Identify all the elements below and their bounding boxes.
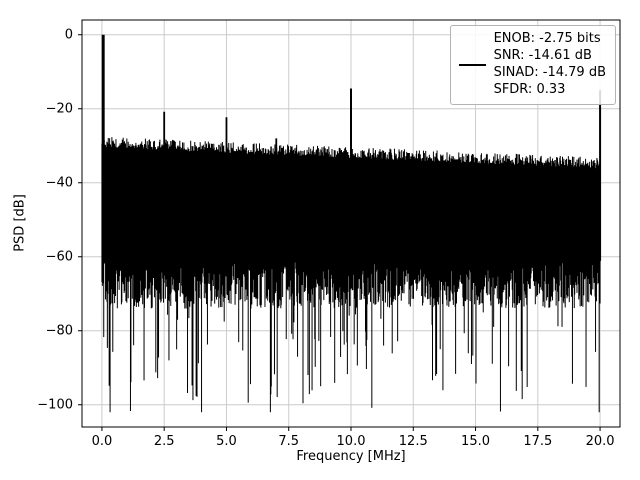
y-tick-label: −40 [45,175,73,191]
y-tick-label: −20 [45,101,73,117]
x-tick-label: 20.0 [585,434,615,449]
x-tick-label: 7.5 [278,434,300,449]
legend-line-swatch [458,63,486,66]
y-axis-label: PSD [dB] [12,194,28,252]
legend: ENOB: -2.75 bits SNR: -14.61 dB SINAD: -14… [449,25,616,105]
y-tick-label: −60 [45,249,73,265]
legend-entry: ENOB: -2.75 bits [493,31,601,46]
legend-entry: SINAD: -14.79 dB [493,64,606,80]
x-tick-label: 0.0 [91,434,113,449]
x-tick-label: 5.0 [216,434,237,449]
x-tick-label: 2.5 [153,434,175,449]
x-tick-label: 12.5 [398,434,428,449]
x-tick-label: 17.5 [523,434,553,449]
x-tick-label: 15.0 [461,434,491,449]
y-tick-label: −80 [45,323,73,339]
y-tick-label: −100 [37,397,73,413]
legend-entry: SFDR: 0.33 [493,81,566,97]
legend-entry: SNR: -14.61 dB [493,47,592,63]
y-tick-label: 0 [64,27,73,43]
x-axis-label: Frequency [MHz] [296,449,406,464]
x-tick-label: 10.0 [336,434,366,449]
legend-entries: ENOB: -2.75 bits SNR: -14.61 dB SINAD: -14… [494,31,606,99]
